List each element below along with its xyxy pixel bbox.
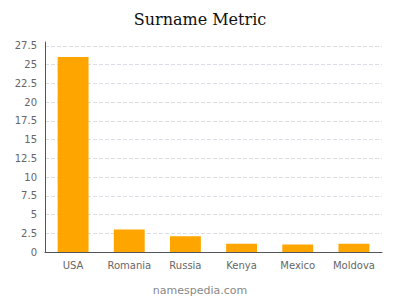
svg-text:0: 0 (31, 247, 37, 258)
svg-text:7.5: 7.5 (21, 190, 37, 201)
svg-text:Surname Metric: Surname Metric (134, 10, 267, 29)
svg-text:Russia: Russia (169, 260, 201, 271)
svg-text:2.5: 2.5 (21, 228, 37, 239)
svg-text:Moldova: Moldova (333, 260, 375, 271)
svg-text:15: 15 (24, 134, 37, 145)
svg-text:22.5: 22.5 (15, 78, 37, 89)
svg-text:20: 20 (24, 97, 37, 108)
svg-text:Mexico: Mexico (280, 260, 315, 271)
svg-text:Kenya: Kenya (226, 260, 257, 271)
svg-text:27.5: 27.5 (15, 40, 37, 51)
svg-text:5: 5 (31, 209, 37, 220)
svg-text:Romania: Romania (107, 260, 151, 271)
svg-text:12.5: 12.5 (15, 153, 37, 164)
svg-text:10: 10 (24, 172, 37, 183)
svg-text:17.5: 17.5 (15, 115, 37, 126)
svg-text:USA: USA (63, 260, 84, 271)
svg-text:25: 25 (24, 59, 37, 70)
svg-text:namespedia.com: namespedia.com (153, 284, 247, 297)
